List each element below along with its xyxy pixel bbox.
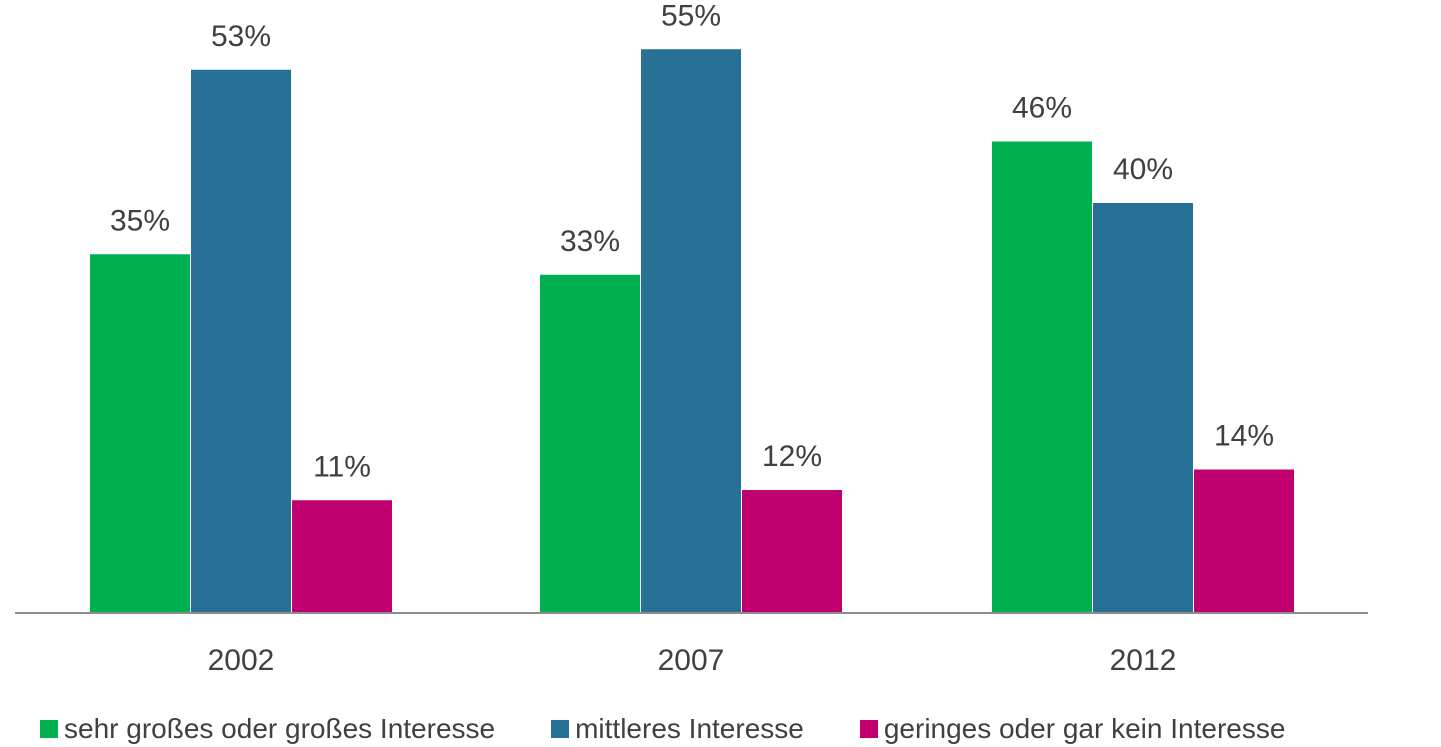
legend-swatch-2 <box>551 720 570 738</box>
legend-swatch-1 <box>40 720 58 738</box>
bar-2002-series-1 <box>90 254 190 613</box>
x-tick-label-2002: 2002 <box>208 644 275 677</box>
legend-label-1: sehr großes oder großes Interesse <box>64 713 496 744</box>
bar-2007-series-2 <box>641 49 741 613</box>
bar-2002-series-2 <box>191 69 291 613</box>
legend: sehr großes oder großes Interesse mittle… <box>40 713 1285 745</box>
legend-label-2: mittleres Interesse <box>575 713 804 744</box>
data-label-2002-series-1: 35% <box>110 204 170 237</box>
data-label-2012-series-1: 46% <box>1012 92 1072 125</box>
legend-item-1: sehr großes oder großes Interesse <box>40 713 495 745</box>
bars-layer <box>90 49 1294 613</box>
data-labels-layer: 35% 53% 11% 33% 55% 12% 46% 40% 14% <box>110 0 1274 483</box>
bar-2012-series-2 <box>1093 203 1193 613</box>
legend-item-2: mittleres Interesse <box>551 713 804 745</box>
data-label-2007-series-3: 12% <box>762 440 822 473</box>
bar-2002-series-3 <box>292 500 392 613</box>
bar-2007-series-1 <box>540 274 640 613</box>
data-label-2007-series-1: 33% <box>560 225 620 258</box>
data-label-2012-series-3: 14% <box>1214 420 1274 453</box>
data-label-2012-series-2: 40% <box>1113 153 1173 186</box>
legend-label-3: geringes oder gar kein Interesse <box>883 713 1286 744</box>
legend-item-3: geringes oder gar kein Interesse <box>859 713 1286 745</box>
data-label-2002-series-3: 11% <box>313 450 371 483</box>
x-tick-label-2007: 2007 <box>658 644 725 677</box>
data-label-2007-series-2: 55% <box>661 0 721 32</box>
legend-swatch-3 <box>859 720 878 738</box>
bar-2012-series-3 <box>1194 469 1294 613</box>
x-axis-tick-labels: 2002 2007 2012 <box>208 644 1177 677</box>
x-tick-label-2012: 2012 <box>1110 644 1177 677</box>
bar-2012-series-1 <box>992 141 1092 613</box>
data-label-2002-series-2: 53% <box>211 20 271 53</box>
bar-2007-series-3 <box>742 490 842 613</box>
